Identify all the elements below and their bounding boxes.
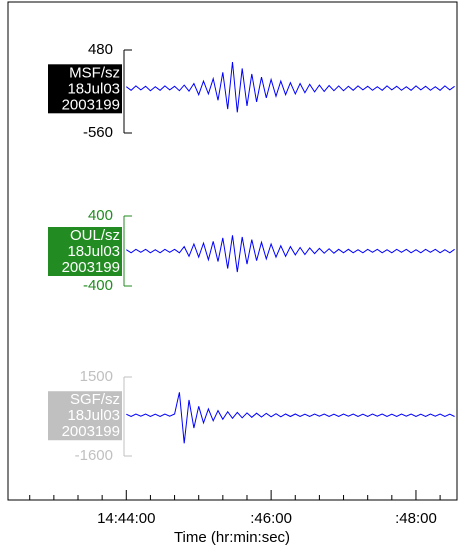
y-tick-label: -400 bbox=[83, 277, 113, 294]
y-tick-label: 400 bbox=[88, 207, 113, 224]
station-label: 18Jul03 bbox=[67, 407, 120, 424]
waveform bbox=[126, 61, 455, 113]
station-label: OUL/sz bbox=[70, 227, 120, 244]
station-label: 18Jul03 bbox=[67, 80, 120, 97]
y-tick-label: -560 bbox=[83, 124, 113, 141]
station-label: 2003199 bbox=[62, 96, 120, 113]
station-label-box bbox=[48, 391, 122, 441]
station-label-box bbox=[48, 64, 122, 114]
waveform bbox=[126, 392, 455, 444]
y-tick-label: -1600 bbox=[75, 447, 113, 464]
station-label: 18Jul03 bbox=[67, 243, 120, 260]
x-tick-label: 14:44:00 bbox=[97, 510, 155, 527]
station-label-box bbox=[48, 227, 122, 276]
y-tick-label: 1500 bbox=[80, 368, 113, 385]
station-label: SGF/sz bbox=[70, 391, 120, 408]
x-tick-label: :48:00 bbox=[395, 510, 437, 527]
plot-frame bbox=[7, 1, 458, 501]
station-label: 2003199 bbox=[62, 423, 120, 440]
x-tick-label: :46:00 bbox=[250, 510, 292, 527]
y-tick-label: 480 bbox=[88, 41, 113, 58]
station-label: 2003199 bbox=[62, 259, 120, 276]
x-axis-label: Time (hr:min:sec) bbox=[174, 529, 290, 546]
waveform bbox=[126, 235, 455, 273]
station-label: MSF/sz bbox=[69, 64, 120, 81]
